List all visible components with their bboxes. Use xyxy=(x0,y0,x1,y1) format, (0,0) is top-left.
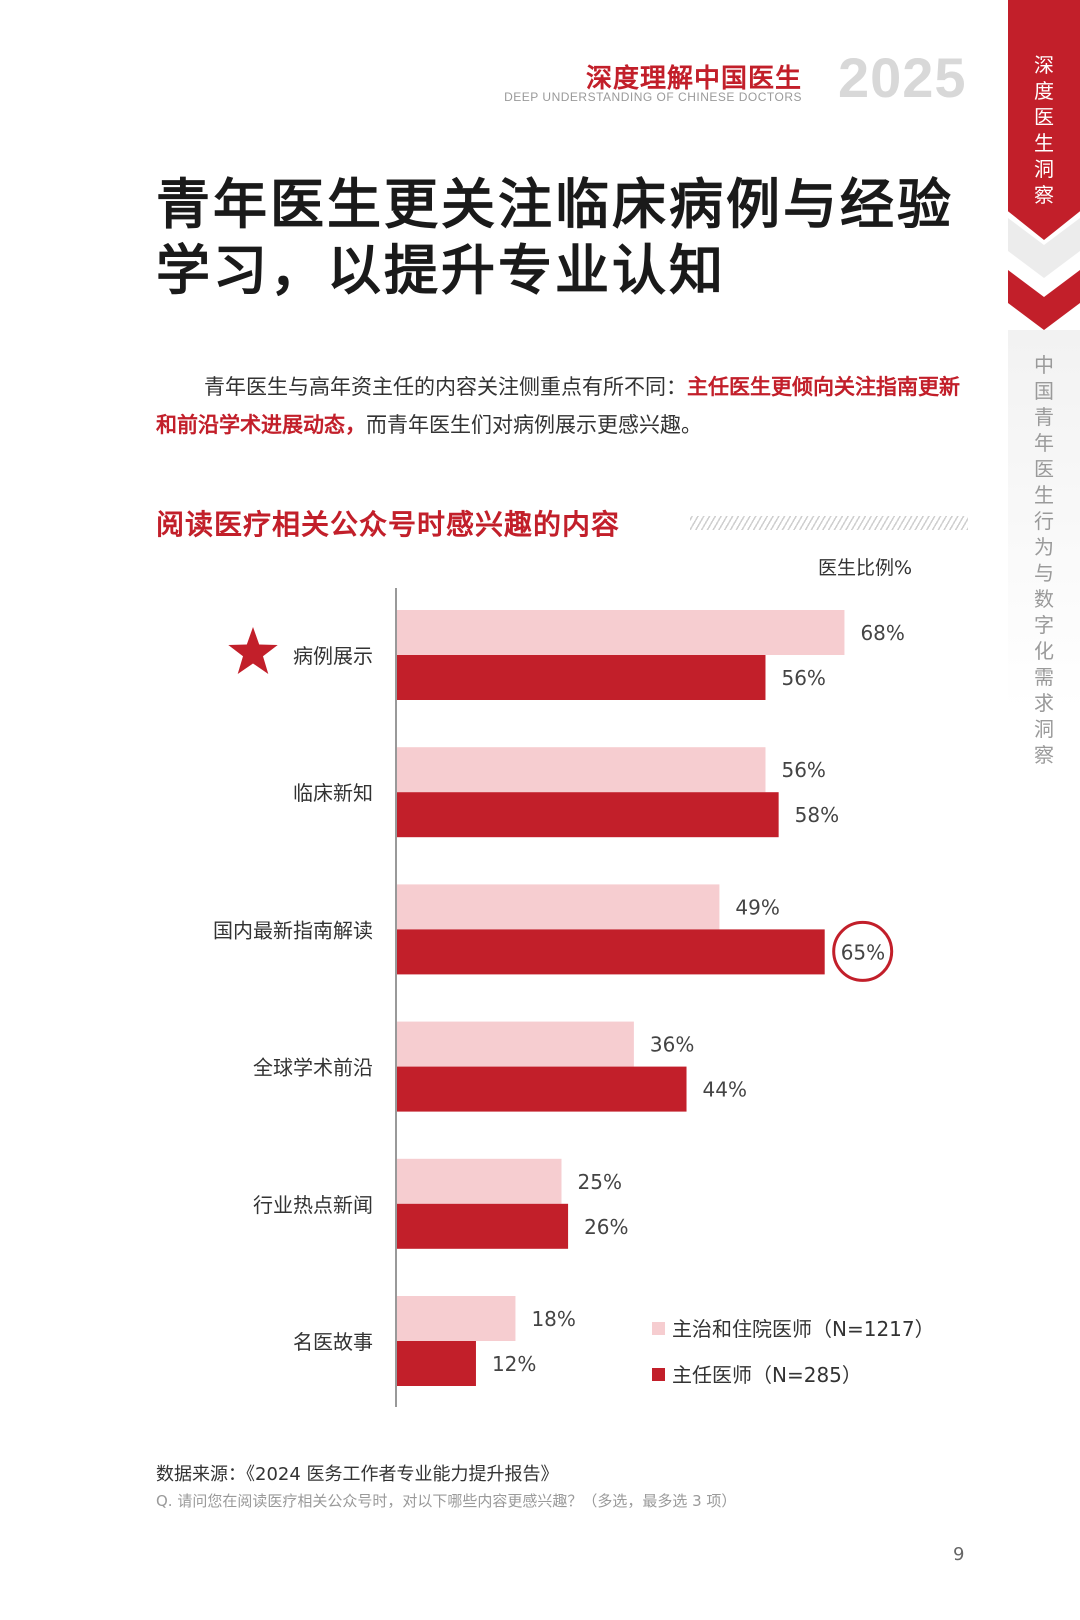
category-label: 名医故事 xyxy=(293,1330,373,1354)
bar-value-label: 56% xyxy=(781,666,825,690)
legend-swatch xyxy=(652,1322,665,1335)
bar xyxy=(397,1158,562,1204)
bar xyxy=(397,929,825,975)
bar xyxy=(397,1203,569,1249)
category-label: 行业热点新闻 xyxy=(253,1193,373,1217)
highlight-circle xyxy=(832,920,894,982)
legend-label: 主治和住院医师（N=1217） xyxy=(672,1317,935,1341)
legend-swatch xyxy=(652,1368,665,1381)
bar-value-label: 65% xyxy=(841,940,885,964)
page-title: 青年医生更关注临床病例与经验学习，以提升专业认知 xyxy=(156,173,954,302)
intro-paragraph: 青年医生与高年资主任的内容关注侧重点有所不同：主任医生更倾向关注指南更新和前沿学… xyxy=(156,368,966,444)
bar-value-label: 68% xyxy=(860,621,904,645)
category-label: 病例展示 xyxy=(293,644,373,668)
bar-value-label: 12% xyxy=(492,1352,536,1376)
bar xyxy=(397,747,766,793)
side-tab-inactive-label: 中国青年医生行为与数字化需求洞察 xyxy=(1034,353,1054,767)
star-icon xyxy=(228,627,278,674)
bar-value-label: 18% xyxy=(531,1307,575,1331)
legend-label: 主任医师（N=285） xyxy=(672,1363,862,1387)
header-subtitle: DEEP UNDERSTANDING OF CHINESE DOCTORS xyxy=(504,90,802,104)
bar xyxy=(397,1341,476,1386)
side-tab-inactive[interactable] xyxy=(1008,330,1080,710)
intro-text-2: 而青年医生们对病例展示更感兴趣。 xyxy=(366,413,702,437)
category-label: 临床新知 xyxy=(293,781,373,805)
bar xyxy=(397,610,845,655)
bar-value-label: 58% xyxy=(795,803,839,827)
bar-value-label: 49% xyxy=(735,895,779,919)
category-label: 全球学术前沿 xyxy=(253,1056,373,1080)
data-source: 数据来源：《2024 医务工作者专业能力提升报告》 xyxy=(156,1464,559,1485)
side-tab-active[interactable] xyxy=(1008,0,1080,240)
bar-value-label: 25% xyxy=(578,1170,622,1194)
intro-highlight: 主任医生更倾向关注指南更新和前沿学术进展动态， xyxy=(156,375,960,437)
bar xyxy=(397,1021,634,1067)
side-tab-active-label: 深度医生洞察 xyxy=(1034,53,1054,207)
bar-value-label: 56% xyxy=(781,758,825,782)
intro-text-1: 青年医生与高年资主任的内容关注侧重点有所不同： xyxy=(204,375,687,399)
bar-value-label: 44% xyxy=(703,1078,747,1102)
unit-label: 医生比例% xyxy=(818,557,913,579)
bar-value-label: 36% xyxy=(650,1033,694,1057)
decorative-hatch xyxy=(690,516,968,530)
category-label: 国内最新指南解读 xyxy=(213,918,373,942)
page-number: 9 xyxy=(953,1544,965,1565)
header-title: 深度理解中国医生 xyxy=(585,64,802,94)
bar xyxy=(397,792,779,838)
bar-value-label: 26% xyxy=(584,1215,628,1239)
header-year: 2025 xyxy=(838,46,967,109)
bar xyxy=(397,1066,687,1112)
chart-title: 阅读医疗相关公众号时感兴趣的内容 xyxy=(156,508,621,541)
bar xyxy=(397,655,766,700)
bar xyxy=(397,1296,516,1341)
survey-question: Q. 请问您在阅读医疗相关公众号时，对以下哪些内容更感兴趣？（多选，最多选 3 … xyxy=(156,1492,737,1510)
bar xyxy=(397,884,720,930)
